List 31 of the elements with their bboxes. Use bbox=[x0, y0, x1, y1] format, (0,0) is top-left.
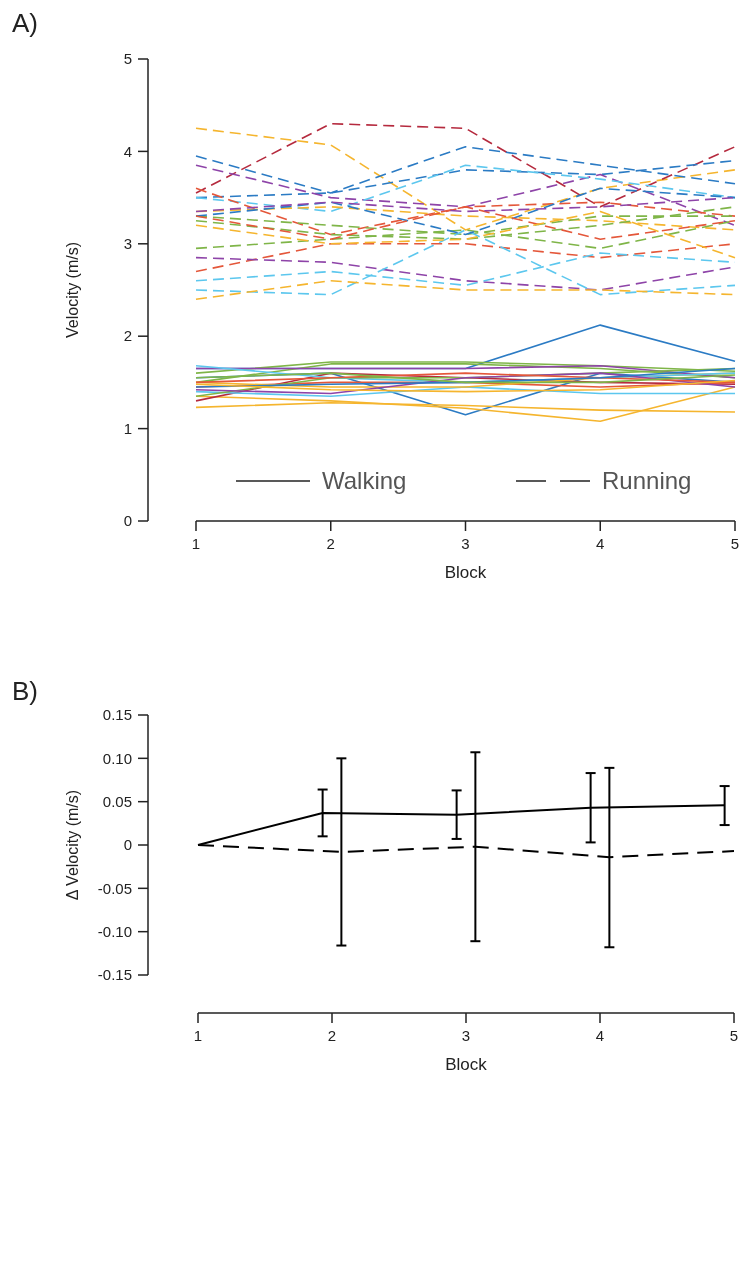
x-tick-label: 2 bbox=[327, 1027, 337, 1044]
y-tick-label: -0.15 bbox=[97, 966, 132, 984]
chart-title: B) bbox=[12, 676, 38, 706]
y-axis-title: Velocity (m/s) bbox=[64, 241, 81, 339]
x-tick-label: 3 bbox=[461, 535, 470, 552]
y-tick-label: 0.15 bbox=[102, 706, 132, 724]
y-tick-label: 5 bbox=[123, 50, 132, 68]
chart-title: A) bbox=[12, 8, 38, 38]
y-tick-label: 4 bbox=[123, 142, 132, 160]
y-tick-label: 2 bbox=[123, 327, 132, 345]
y-tick-label: 0.05 bbox=[102, 792, 132, 810]
x-tick-label: 1 bbox=[193, 1027, 203, 1044]
x-tick-label: 3 bbox=[461, 1027, 471, 1044]
x-tick-label: 4 bbox=[596, 535, 605, 552]
y-tick-label: -0.05 bbox=[97, 879, 132, 897]
x-tick-label: 1 bbox=[191, 535, 201, 552]
x-axis-title: Block bbox=[444, 563, 487, 582]
y-tick-label: 0 bbox=[123, 512, 132, 530]
annotation: Walking bbox=[322, 467, 407, 495]
x-tick-label: 5 bbox=[730, 535, 740, 552]
x-tick-label: 4 bbox=[595, 1027, 605, 1044]
y-tick-label: 0 bbox=[123, 836, 132, 854]
y-tick-label: 0.10 bbox=[102, 749, 132, 767]
y-tick-label: 3 bbox=[123, 235, 132, 253]
y-axis-title: Δ Velocity (m/s) bbox=[64, 789, 81, 901]
x-tick-label: 2 bbox=[326, 535, 335, 552]
annotation: Running bbox=[602, 467, 692, 495]
y-tick-label: 1 bbox=[123, 419, 132, 437]
x-axis-title: Block bbox=[445, 1055, 488, 1074]
x-tick-label: 5 bbox=[729, 1027, 739, 1044]
y-tick-label: -0.10 bbox=[97, 922, 132, 940]
